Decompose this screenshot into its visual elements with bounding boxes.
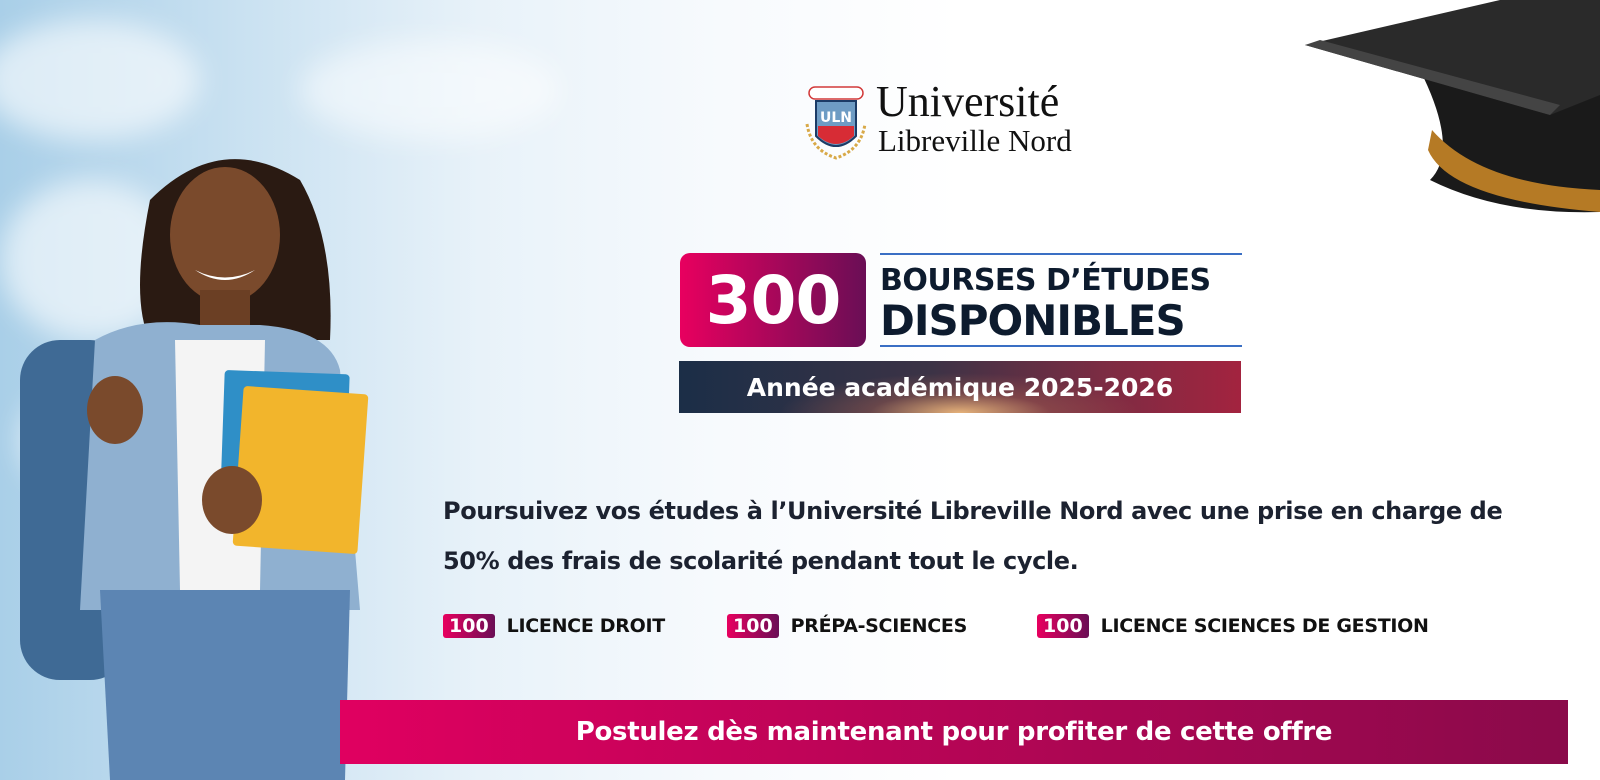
program-label: LICENCE DROIT (506, 615, 666, 637)
university-emblem-logo: ULN (805, 86, 867, 160)
apply-now-banner[interactable]: Postulez dès maintenant pour profiter de… (340, 700, 1568, 764)
svg-text:ULN: ULN (820, 110, 852, 126)
program-tag-droit: 100 LICENCE DROIT (443, 614, 665, 638)
headline: BOURSES D’ÉTUDES DISPONIBLES (880, 253, 1242, 347)
scholarship-count-badge: 300 (680, 253, 866, 347)
program-label: PRÉPA-SCIENCES (790, 615, 968, 637)
program-tag-gestion: 100 LICENCE SCIENCES DE GESTION (1037, 614, 1429, 638)
logo-city-text: Libreville Nord (878, 123, 1072, 158)
logo-university-text: Université (876, 77, 1060, 126)
program-count: 100 (443, 614, 495, 638)
description-text: Poursuivez vos études à l’Université Lib… (443, 497, 1503, 575)
program-label: LICENCE SCIENCES DE GESTION (1100, 615, 1429, 637)
program-count: 100 (727, 614, 779, 638)
program-tag-prepa: 100 PRÉPA-SCIENCES (727, 614, 967, 638)
program-count: 100 (1037, 614, 1089, 638)
headline-line2: DISPONIBLES (880, 296, 1186, 345)
headline-line1: BOURSES D’ÉTUDES (880, 263, 1211, 298)
student-photo (20, 159, 369, 780)
graduation-cap-icon (1305, 0, 1600, 213)
academic-year-bar: Année académique 2025-2026 (679, 361, 1241, 413)
